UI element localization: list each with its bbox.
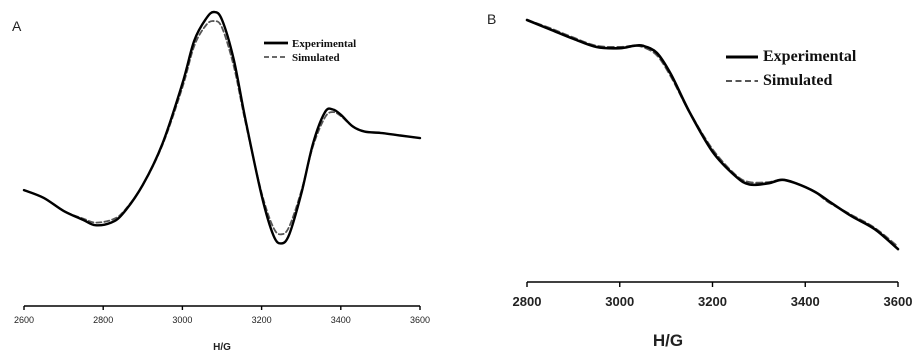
x-tick-label: 2800 (513, 294, 542, 309)
x-axis-label: H/G (213, 342, 231, 352)
legend-label-experimental: Experimental (292, 38, 356, 50)
x-axis-label: H/G (653, 331, 683, 350)
series-line-experimental (525, 18, 900, 251)
panel-label-a: A (12, 18, 22, 34)
x-tick-label: 3600 (884, 294, 913, 309)
legend-label-simulated: Simulated (763, 72, 832, 89)
x-tick-label: 3200 (698, 294, 727, 309)
panel-label-b: B (487, 11, 496, 27)
series-line-experimental (22, 10, 422, 245)
x-tick-label: 3400 (331, 315, 351, 325)
x-tick-label: 3200 (252, 315, 272, 325)
x-tick-label: 2600 (14, 315, 34, 325)
legend-label-simulated: Simulated (292, 52, 340, 64)
series-line-simulated (23, 20, 421, 236)
x-tick-label: 3000 (605, 294, 634, 309)
x-tick-label: 3400 (791, 294, 820, 309)
x-tick-label: 2800 (93, 315, 113, 325)
legend-label-experimental: Experimental (763, 48, 857, 65)
x-tick-label: 3000 (172, 315, 192, 325)
x-tick-label: 3600 (410, 315, 430, 325)
